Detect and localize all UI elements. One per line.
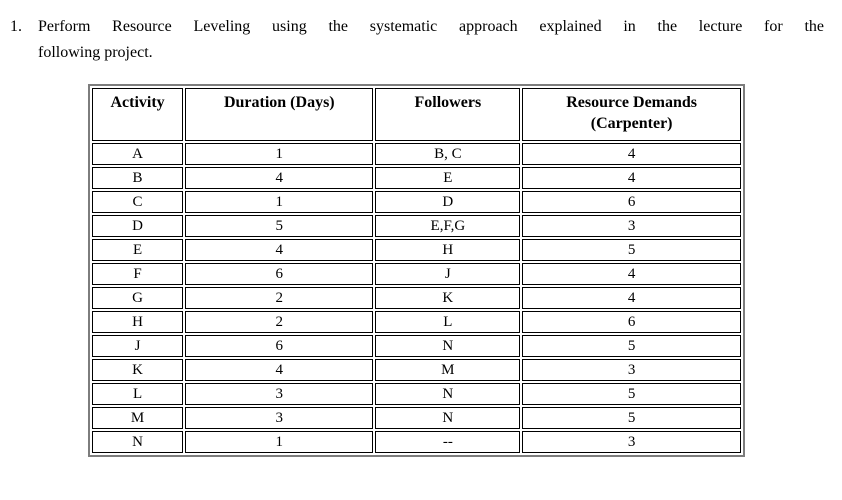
cell-demand: 6 — [522, 191, 741, 213]
column-header-demand-sublabel: (Carpenter) — [590, 115, 673, 132]
cell-demand: 3 — [522, 359, 741, 381]
cell-activity: H — [92, 311, 184, 333]
cell-demand: 6 — [522, 311, 741, 333]
cell-activity: D — [92, 215, 184, 237]
cell-duration: 4 — [185, 167, 374, 189]
cell-duration: 5 — [185, 215, 374, 237]
question-number: 1. — [10, 18, 22, 35]
cell-duration: 2 — [185, 287, 374, 309]
column-header-activity-label: Activity — [110, 94, 165, 111]
cell-followers: N — [375, 407, 521, 429]
cell-demand: 4 — [522, 143, 741, 165]
table-body: A 1 B, C 4 B 4 E 4 C 1 D 6 D 5 E,F,G 3 E 4 H 5 F 6 J 4 G 2 K 4 H 2 L 6 J… — [92, 143, 741, 453]
column-header-duration: Duration (Days) — [185, 88, 374, 141]
cell-followers: N — [375, 335, 521, 357]
column-header-duration-label: Duration (Days) — [223, 94, 335, 111]
cell-followers: H — [375, 239, 521, 261]
cell-duration: 3 — [185, 407, 374, 429]
table-row: N 1 -- 3 — [92, 431, 741, 453]
cell-duration: 4 — [185, 359, 374, 381]
cell-demand: 3 — [522, 431, 741, 453]
resource-table: Activity Duration (Days) Followers Resou… — [88, 84, 745, 457]
cell-duration: 1 — [185, 431, 374, 453]
cell-duration: 4 — [185, 239, 374, 261]
question-item: 1. Perform Resource Leveling using the s… — [10, 14, 832, 66]
cell-activity: G — [92, 287, 184, 309]
cell-demand: 4 — [522, 263, 741, 285]
cell-demand: 5 — [522, 335, 741, 357]
cell-duration: 6 — [185, 263, 374, 285]
cell-duration: 3 — [185, 383, 374, 405]
cell-followers: K — [375, 287, 521, 309]
table-header: Activity Duration (Days) Followers Resou… — [92, 88, 741, 141]
header-row: Activity Duration (Days) Followers Resou… — [92, 88, 741, 141]
cell-duration: 1 — [185, 143, 374, 165]
cell-duration: 6 — [185, 335, 374, 357]
cell-followers: E,F,G — [375, 215, 521, 237]
cell-demand: 5 — [522, 239, 741, 261]
table-row: D 5 E,F,G 3 — [92, 215, 741, 237]
column-header-followers: Followers — [375, 88, 521, 141]
cell-activity: L — [92, 383, 184, 405]
cell-followers: J — [375, 263, 521, 285]
cell-demand: 5 — [522, 407, 741, 429]
question-text-line2: following project. — [38, 44, 153, 61]
cell-activity: J — [92, 335, 184, 357]
column-header-demand: Resource Demands (Carpenter) — [522, 88, 741, 141]
question-text: Perform Resource Leveling using the syst… — [38, 14, 824, 66]
cell-followers: E — [375, 167, 521, 189]
cell-demand: 4 — [522, 287, 741, 309]
cell-activity: K — [92, 359, 184, 381]
cell-followers: M — [375, 359, 521, 381]
cell-demand: 3 — [522, 215, 741, 237]
cell-activity: F — [92, 263, 184, 285]
cell-activity: B — [92, 167, 184, 189]
column-header-activity: Activity — [92, 88, 184, 141]
cell-demand: 5 — [522, 383, 741, 405]
column-header-demand-label: Resource Demands — [566, 94, 698, 111]
cell-activity: M — [92, 407, 184, 429]
cell-followers: N — [375, 383, 521, 405]
cell-followers: -- — [375, 431, 521, 453]
column-header-followers-label: Followers — [414, 94, 482, 111]
cell-duration: 1 — [185, 191, 374, 213]
cell-activity: E — [92, 239, 184, 261]
cell-followers: D — [375, 191, 521, 213]
cell-followers: B, C — [375, 143, 521, 165]
question-text-line1: Perform Resource Leveling using the syst… — [38, 18, 824, 35]
cell-followers: L — [375, 311, 521, 333]
cell-demand: 4 — [522, 167, 741, 189]
cell-activity: N — [92, 431, 184, 453]
cell-duration: 2 — [185, 311, 374, 333]
cell-activity: C — [92, 191, 184, 213]
cell-activity: A — [92, 143, 184, 165]
